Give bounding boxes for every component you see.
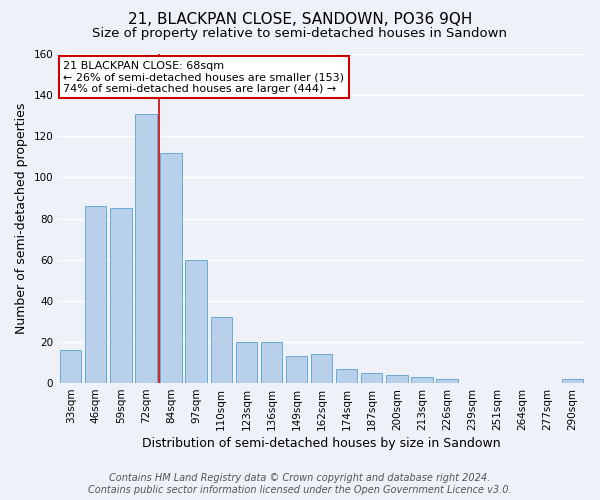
Y-axis label: Number of semi-detached properties: Number of semi-detached properties [15, 103, 28, 334]
Bar [562, 379, 583, 383]
Bar [386, 375, 407, 383]
Bar [185, 260, 207, 383]
Bar [211, 318, 232, 383]
Bar [160, 152, 182, 383]
Bar [286, 356, 307, 383]
Bar [261, 342, 282, 383]
Text: Contains HM Land Registry data © Crown copyright and database right 2024.
Contai: Contains HM Land Registry data © Crown c… [88, 474, 512, 495]
Bar [411, 377, 433, 383]
Bar [60, 350, 82, 383]
Bar [311, 354, 332, 383]
Bar [110, 208, 131, 383]
Bar [85, 206, 106, 383]
X-axis label: Distribution of semi-detached houses by size in Sandown: Distribution of semi-detached houses by … [142, 437, 501, 450]
Bar [436, 379, 458, 383]
Bar [136, 114, 157, 383]
Text: 21, BLACKPAN CLOSE, SANDOWN, PO36 9QH: 21, BLACKPAN CLOSE, SANDOWN, PO36 9QH [128, 12, 472, 28]
Bar [361, 373, 382, 383]
Text: 21 BLACKPAN CLOSE: 68sqm
← 26% of semi-detached houses are smaller (153)
74% of : 21 BLACKPAN CLOSE: 68sqm ← 26% of semi-d… [64, 60, 344, 94]
Bar [336, 368, 358, 383]
Text: Size of property relative to semi-detached houses in Sandown: Size of property relative to semi-detach… [92, 28, 508, 40]
Bar [236, 342, 257, 383]
